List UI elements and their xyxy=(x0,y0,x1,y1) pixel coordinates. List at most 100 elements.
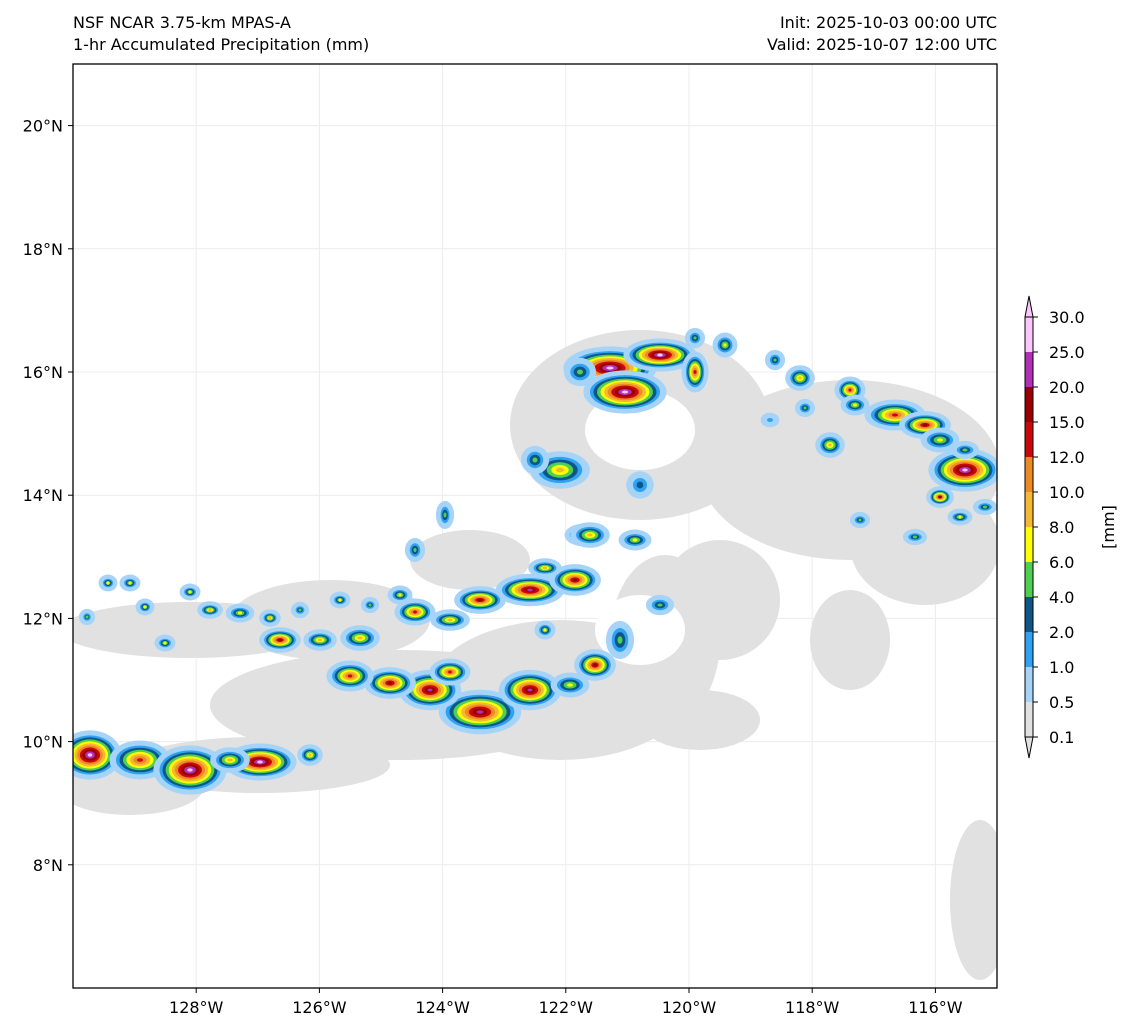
precip-cell xyxy=(387,681,393,685)
precip-cell xyxy=(476,710,484,714)
precip-area-light xyxy=(810,590,890,690)
colorbar-tick-label: 25.0 xyxy=(1049,343,1085,362)
colorbar-tick-label: 6.0 xyxy=(1049,553,1074,572)
colorbar-segment xyxy=(1025,422,1033,457)
precip-cell xyxy=(937,438,943,442)
colorbar-tick-label: 8.0 xyxy=(1049,518,1074,537)
precip-cell xyxy=(238,611,242,615)
precip-cell xyxy=(187,768,193,772)
precip-cell xyxy=(543,628,547,632)
colorbar-label: [mm] xyxy=(1099,505,1118,549)
precip-cell xyxy=(767,418,773,422)
precip-cell xyxy=(527,588,533,592)
precip-cell xyxy=(891,413,899,417)
map-frame xyxy=(72,63,998,989)
precip-cell xyxy=(257,760,263,764)
precip-cell xyxy=(577,369,583,375)
precip-cell xyxy=(543,566,547,570)
lat-tick-label: 16°N xyxy=(23,363,63,382)
valid-time: Valid: 2025-10-07 12:00 UTC xyxy=(766,35,997,54)
precip-cell xyxy=(617,636,623,644)
colorbar-tick-label: 30.0 xyxy=(1049,308,1085,327)
colorbar-segment xyxy=(1025,492,1033,527)
colorbar-segment xyxy=(1025,527,1033,562)
precip-cell xyxy=(858,518,862,522)
colorbar-segment xyxy=(1025,702,1033,737)
precip-cell xyxy=(87,753,93,757)
precip-cell xyxy=(308,753,312,757)
precip-cell xyxy=(85,615,89,619)
colorbar-segment xyxy=(1025,632,1033,667)
colorbar-segment xyxy=(1025,597,1033,632)
axis-ticks: 128°W 126°W 124°W 122°W 120°W 118°W 116°W 20°N 1… xyxy=(23,117,963,1017)
precip-cell xyxy=(587,533,593,537)
model-title: NSF NCAR 3.75-km MPAS-A xyxy=(73,13,291,32)
precip-cell xyxy=(922,423,928,427)
lon-tick-label: 122°W xyxy=(539,998,594,1017)
precip-cell xyxy=(268,616,272,620)
colorbar-segment xyxy=(1025,667,1033,702)
precip-cell xyxy=(632,538,638,542)
precip-cell xyxy=(128,581,132,585)
precip-cell xyxy=(606,366,614,370)
precip-cell xyxy=(357,636,363,640)
lon-tick-label: 116°W xyxy=(908,998,963,1017)
precip-cell xyxy=(188,590,192,594)
colorbar-tick-label: 15.0 xyxy=(1049,413,1085,432)
precip-cell xyxy=(532,457,538,463)
colorbar-tick-label: 0.1 xyxy=(1049,728,1074,747)
lat-tick-label: 10°N xyxy=(23,733,63,752)
field-title: 1-hr Accumulated Precipitation (mm) xyxy=(73,35,370,54)
lon-tick-label: 120°W xyxy=(662,998,717,1017)
colorbar: 0.1 0.5 1.0 2.0 4.0 6.0 8.0 10.0 12.0 15.0 20.0 25.… xyxy=(1024,295,1118,759)
precip-cell xyxy=(477,598,483,602)
precip-cell xyxy=(163,641,167,645)
precip-cell xyxy=(136,758,144,762)
precip-cell xyxy=(962,448,968,452)
lon-tick-label: 124°W xyxy=(415,998,470,1017)
precip-cell xyxy=(828,443,832,447)
lat-tick-label: 14°N xyxy=(23,486,63,505)
colorbar-segment xyxy=(1025,317,1033,352)
colorbar-tick-label: 2.0 xyxy=(1049,623,1074,642)
precip-cell xyxy=(413,548,417,552)
colorbar-tick-label: 12.0 xyxy=(1049,448,1085,467)
precip-cell xyxy=(803,406,807,410)
precip-cell xyxy=(983,505,987,509)
colorbar-tick-label: 1.0 xyxy=(1049,658,1074,677)
precip-cell xyxy=(567,683,573,687)
colorbar-tick-label: 4.0 xyxy=(1049,588,1074,607)
lat-tick-label: 12°N xyxy=(23,609,63,628)
precip-cell xyxy=(962,468,968,472)
colorbar-tick-label: 20.0 xyxy=(1049,378,1085,397)
precip-area-light xyxy=(640,690,760,750)
precip-area-light xyxy=(710,410,850,530)
lat-tick-label: 8°N xyxy=(33,856,63,875)
precip-cell xyxy=(143,605,147,609)
precip-cell xyxy=(913,535,917,539)
precip-cell xyxy=(938,495,942,499)
precipitation-field xyxy=(73,327,997,980)
lat-tick-label: 18°N xyxy=(23,240,63,259)
colorbar-segment xyxy=(1025,457,1033,492)
precip-cell xyxy=(208,608,212,612)
precip-cell xyxy=(723,343,727,347)
precip-cell xyxy=(106,581,110,585)
precip-cell xyxy=(227,758,233,762)
precip-cell xyxy=(593,663,597,667)
precip-cell xyxy=(347,674,353,678)
precip-cell xyxy=(798,376,802,380)
precip-cell xyxy=(572,578,578,582)
precip-cell xyxy=(443,512,447,518)
precip-cell xyxy=(413,610,417,614)
precip-cell xyxy=(621,390,629,394)
lon-tick-label: 128°W xyxy=(169,998,224,1017)
precip-cell xyxy=(298,608,302,612)
lon-tick-label: 118°W xyxy=(785,998,840,1017)
precip-cell xyxy=(657,603,663,607)
precip-cell xyxy=(338,598,342,602)
precip-cell xyxy=(693,336,697,340)
precip-cell xyxy=(657,353,663,357)
